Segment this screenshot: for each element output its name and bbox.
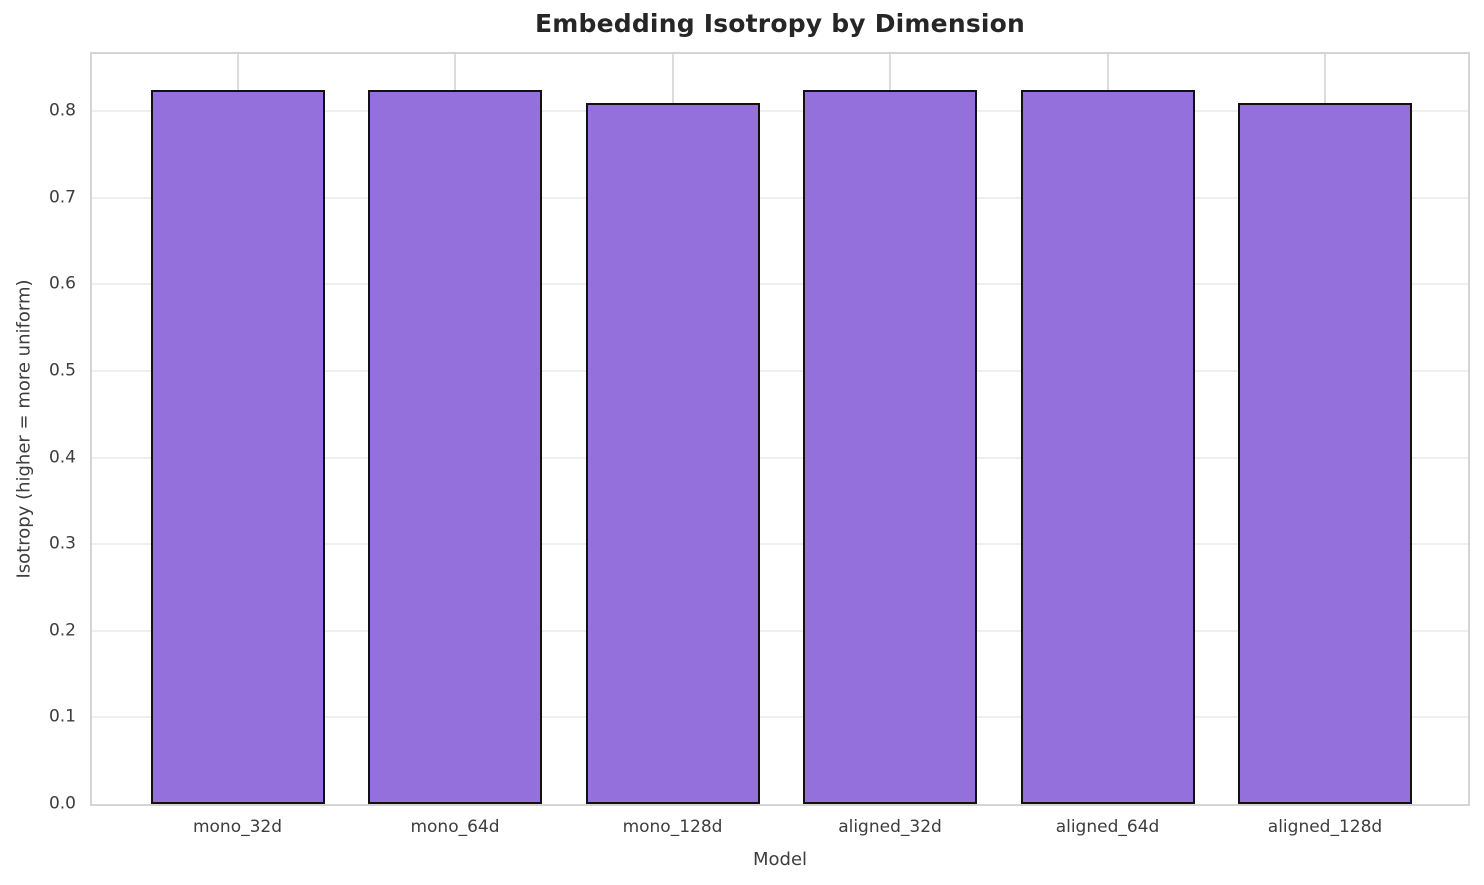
bar-aligned_32d	[803, 89, 977, 804]
bar-aligned_128d	[1238, 102, 1412, 804]
x-tick-label: aligned_128d	[1267, 817, 1383, 837]
gridline-horizontal	[92, 196, 1468, 199]
bar-mono_32d	[150, 89, 325, 804]
gridline-horizontal	[92, 629, 1468, 632]
gridline-horizontal	[92, 110, 1468, 113]
y-tick-label: 0.3	[48, 533, 76, 554]
y-tick-label: 0.6	[48, 273, 76, 294]
gridline-horizontal	[92, 716, 1468, 719]
x-tick-label: mono_32d	[192, 817, 283, 837]
x-tick-label: mono_64d	[410, 817, 500, 837]
chart-title: Embedding Isotropy by Dimension	[534, 9, 1026, 38]
y-tick-label: 0.1	[48, 706, 76, 727]
bar-mono_64d	[368, 89, 542, 804]
y-tick-label: 0.5	[48, 360, 76, 381]
x-tick-label: aligned_32d	[838, 817, 942, 837]
y-tick-label: 0.2	[48, 620, 76, 641]
x-tick-label: mono_128d	[622, 817, 723, 837]
y-tick-label: 0.4	[48, 447, 76, 468]
gridline-horizontal	[92, 369, 1468, 372]
y-tick-label: 0.7	[48, 187, 76, 208]
x-tick-label: aligned_64d	[1055, 817, 1160, 837]
gridline-horizontal	[92, 456, 1468, 459]
gridline-horizontal	[92, 543, 1468, 546]
plot-area	[90, 52, 1470, 806]
bar-aligned_64d	[1020, 89, 1195, 804]
bar-mono_128d	[585, 102, 760, 804]
y-tick-label: 0.0	[48, 793, 76, 814]
y-tick-label: 0.8	[48, 100, 76, 121]
x-axis-label: Model	[752, 849, 808, 870]
y-axis-label: Isotropy (higher = more uniform)	[13, 279, 35, 579]
gridline-horizontal	[92, 283, 1468, 286]
